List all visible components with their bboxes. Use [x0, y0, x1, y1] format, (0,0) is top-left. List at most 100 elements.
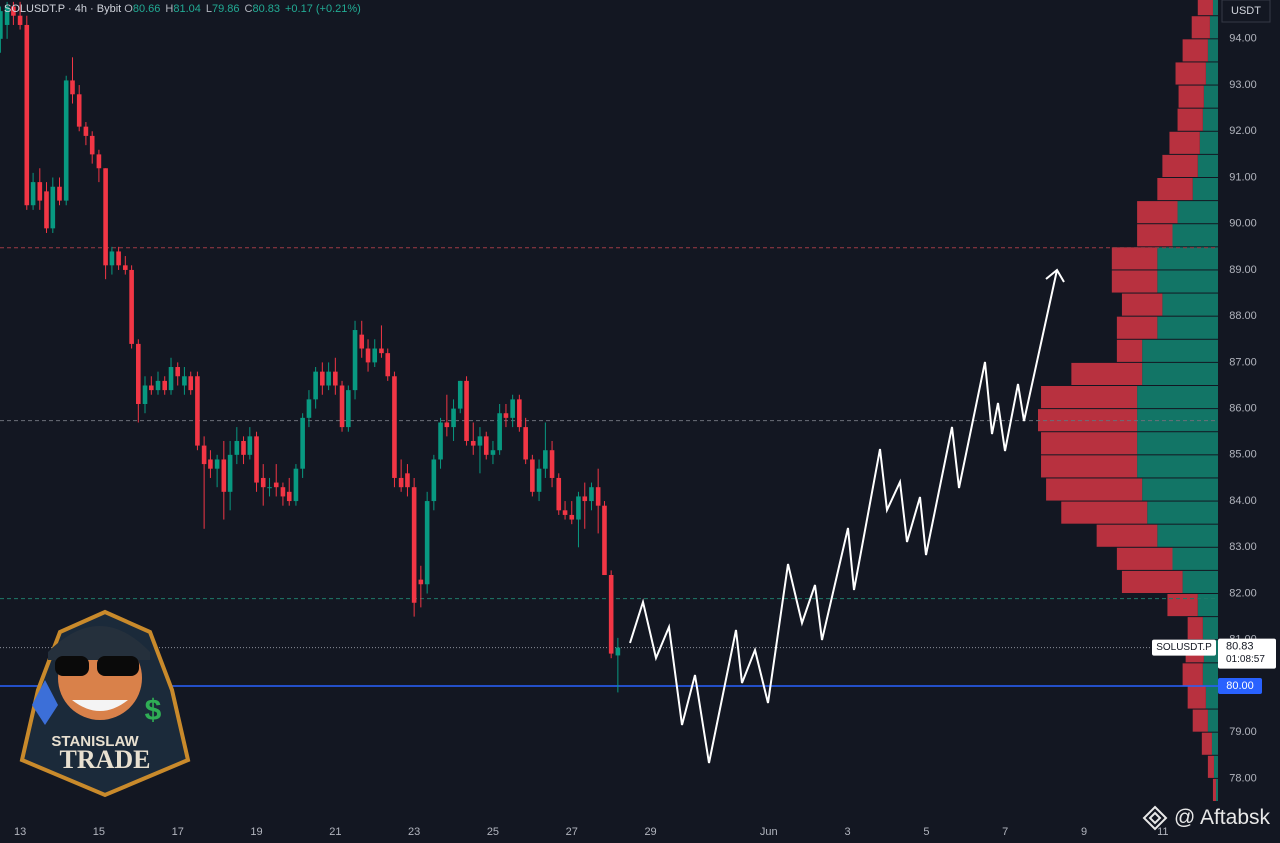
x-tick-label: 5	[923, 826, 929, 838]
y-tick-label: 78.00	[1229, 772, 1257, 784]
candle-body	[530, 459, 535, 492]
profile-up	[1182, 570, 1218, 594]
profile-up	[1162, 293, 1218, 316]
profile-down	[1096, 524, 1158, 547]
x-tick-label: 13	[14, 826, 26, 838]
candle-body	[70, 80, 75, 95]
candle-body	[556, 477, 562, 511]
logo-dollar: $	[145, 694, 162, 727]
candle-body	[595, 487, 601, 506]
candle-body	[247, 436, 253, 455]
logo-eth	[32, 680, 58, 725]
candle-body	[543, 450, 548, 469]
candle-body	[306, 399, 312, 418]
candle-body	[576, 496, 581, 520]
candle-body	[398, 477, 404, 488]
candle-body	[214, 459, 220, 469]
candle-body	[221, 459, 227, 492]
profile-down	[1169, 131, 1200, 154]
candle-body	[615, 647, 621, 656]
candle-body	[510, 399, 515, 418]
candle-body	[536, 468, 542, 492]
profile-down	[1071, 362, 1143, 386]
candle-body	[352, 330, 358, 391]
candle-body	[0, 11, 3, 39]
candle-body	[195, 376, 200, 446]
profile-down	[1137, 201, 1178, 224]
candle-body	[346, 390, 351, 428]
profile-up	[1199, 131, 1218, 154]
projection-path	[629, 269, 1058, 764]
candle-body	[109, 251, 115, 266]
exchange: Bybit	[96, 3, 122, 15]
candle-body	[359, 334, 365, 349]
candle-body	[523, 427, 528, 460]
candle-body	[103, 168, 108, 266]
y-tick-label: 94.00	[1229, 33, 1257, 45]
candle-body	[24, 24, 30, 206]
candle-body	[326, 371, 331, 386]
candle-body	[549, 450, 555, 478]
candle-body	[379, 348, 384, 354]
candle-body	[457, 380, 463, 409]
profile-up	[1202, 108, 1218, 131]
candle-body	[392, 376, 397, 478]
candle-body	[602, 505, 607, 576]
candle-body	[470, 440, 476, 446]
candle-body	[201, 445, 207, 465]
profile-up	[1172, 224, 1218, 247]
profile-up	[1205, 62, 1218, 85]
logo-glasses	[97, 656, 139, 676]
profile-down	[1137, 224, 1173, 247]
ohlc-value: 80.66	[132, 3, 161, 15]
candle-body	[431, 459, 437, 502]
y-tick-label: 92.00	[1229, 125, 1257, 137]
profile-down	[1182, 663, 1203, 686]
candle-body	[385, 353, 391, 377]
candle-body	[339, 385, 345, 428]
candle-body	[424, 501, 430, 585]
profile-down	[1177, 108, 1203, 131]
candle-body	[503, 413, 509, 418]
candle-body	[116, 251, 121, 266]
profile-down	[1157, 177, 1193, 201]
candle-body	[300, 417, 305, 469]
profile-up	[1137, 455, 1218, 478]
candle-body	[313, 371, 318, 400]
ohlc-letter: C	[244, 3, 253, 15]
profile-up	[1205, 686, 1218, 709]
plot-area	[0, 0, 1218, 802]
x-tick-label: 3	[845, 826, 851, 838]
support-tag-value: 80.00	[1226, 680, 1254, 692]
y-tick-label: 79.00	[1229, 726, 1257, 738]
candle-body	[234, 440, 240, 455]
x-tick-label: 15	[93, 826, 105, 838]
profile-up	[1213, 755, 1218, 778]
watermark: @ Aftabsk	[1142, 805, 1270, 831]
candle-body	[129, 269, 134, 344]
profile-down	[1111, 247, 1158, 270]
profile-down	[1061, 501, 1148, 524]
profile-up	[1137, 432, 1218, 455]
interval: 4h	[74, 3, 87, 15]
candle-body	[11, 6, 16, 16]
candle-body	[162, 380, 168, 391]
candle-body	[175, 367, 181, 377]
candle-body	[168, 367, 174, 391]
symbol-tag-text: SOLUSDT.P	[1156, 642, 1212, 653]
candle-body	[50, 186, 56, 229]
candle-body	[490, 450, 496, 455]
candle-body	[155, 380, 161, 391]
candle-body	[562, 510, 568, 515]
profile-up	[1209, 16, 1218, 39]
candle-body	[208, 459, 213, 469]
ohlc-letter: H	[165, 3, 174, 15]
projection-arrowhead	[1045, 268, 1065, 283]
profile-down	[1175, 62, 1206, 85]
profile-down	[1167, 594, 1198, 617]
y-tick-label: 88.00	[1229, 310, 1257, 322]
candle-body	[418, 579, 424, 585]
candle-body	[260, 477, 266, 488]
x-tick-label: 19	[250, 826, 262, 838]
